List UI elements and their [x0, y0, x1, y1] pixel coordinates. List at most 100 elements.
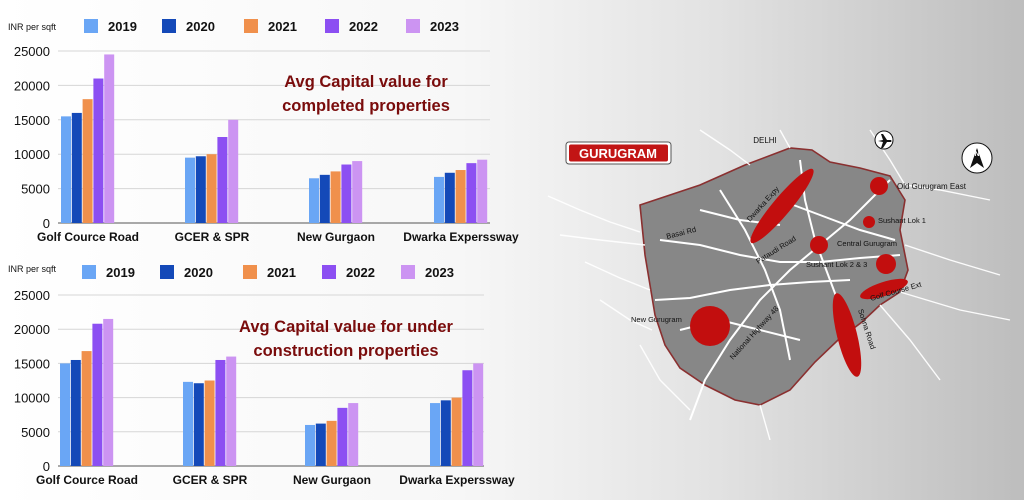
bar-2022-0 [93, 78, 104, 224]
bar-2019-1 [185, 157, 195, 223]
legend-label-2019: 2019 [108, 19, 137, 34]
category-label-3: Dwarka Experssway [399, 473, 515, 487]
y-tick-label-20000: 20000 [14, 78, 50, 93]
hotspots [690, 168, 908, 377]
legend-label-2021: 2021 [268, 19, 297, 34]
bar-2021-3 [451, 397, 462, 466]
bar-2021-1 [206, 154, 217, 223]
chart-title-line-2: completed properties [282, 97, 450, 115]
bar-2020-2 [315, 423, 326, 466]
bar-2019-1 [183, 381, 193, 466]
legend-label-2021: 2021 [267, 265, 296, 280]
y-tick-label-10000: 10000 [14, 147, 50, 162]
label-delhi: DELHI [753, 136, 777, 145]
bar-2020-3 [440, 400, 451, 466]
bar-2021-3 [455, 170, 466, 223]
hotspot-dwarka-expy [750, 168, 814, 244]
legend-label-2020: 2020 [186, 19, 215, 34]
hotspot-new-gurugram [690, 306, 730, 346]
gurugram-badge: GURUGRAM [565, 141, 672, 165]
category-label-3: Dwarka Experssway [403, 230, 519, 244]
legend-label-2022: 2022 [346, 265, 375, 280]
bar-2020-3 [444, 172, 455, 223]
bar-2019-3 [434, 176, 444, 223]
bar-2022-0 [92, 323, 103, 466]
legend-label-2019: 2019 [106, 265, 135, 280]
legend-swatch-2023 [406, 19, 420, 33]
chart-title-line-1: Avg Capital value for [284, 73, 448, 91]
regional-roads [547, 129, 1011, 440]
bar-2019-0 [61, 116, 71, 223]
bar-2021-2 [330, 171, 341, 223]
y-tick-label-5000: 5000 [21, 425, 50, 440]
bar-2019-2 [305, 424, 315, 466]
hotspot-sushant-lok-1 [863, 216, 875, 228]
hotspot-sushant-lok-23 [876, 254, 896, 274]
legend-label-2020: 2020 [184, 265, 213, 280]
legend-swatch-2019 [84, 19, 98, 33]
legend-label-2022: 2022 [349, 19, 378, 34]
compass-letter: N [974, 151, 979, 158]
bar-2019-0 [60, 363, 70, 466]
bar-2023-1 [226, 356, 237, 466]
bar-2022-3 [462, 370, 473, 466]
y-axis-unit-label: INR per sqft [8, 264, 57, 274]
bar-2022-2 [337, 407, 348, 466]
label-old-gurugram-east: Old Gurugram East [897, 182, 967, 191]
label-sushant-lok-23: Sushant Lok 2 & 3 [806, 260, 867, 269]
airplane-icon [874, 130, 894, 150]
y-tick-label-25000: 25000 [14, 288, 50, 303]
bar-2023-2 [352, 161, 363, 223]
bar-2023-2 [348, 403, 359, 466]
legend-swatch-2019 [82, 265, 96, 279]
category-label-1: GCER & SPR [173, 473, 248, 487]
north-arrow-icon: N [961, 142, 993, 174]
bar-2022-3 [466, 163, 477, 223]
bar-2021-2 [326, 420, 337, 466]
y-tick-label-25000: 25000 [14, 44, 50, 59]
bar-2021-0 [81, 351, 92, 466]
bar-2022-1 [215, 359, 226, 466]
y-tick-label-15000: 15000 [14, 113, 50, 128]
bar-2023-0 [104, 54, 115, 223]
category-label-2: New Gurgaon [297, 230, 375, 244]
hotspot-old-gurugram-east [870, 177, 888, 195]
legend-swatch-2020 [162, 19, 176, 33]
hotspot-central-gurugram [810, 236, 828, 254]
gurugram-map: GURUGRAM N DELHI Old Gurugram East Susha… [547, 129, 1011, 440]
bar-2023-3 [477, 159, 488, 223]
y-tick-label-15000: 15000 [14, 356, 50, 371]
legend-label-2023: 2023 [430, 19, 459, 34]
legend-swatch-2023 [401, 265, 415, 279]
bar-2020-1 [195, 156, 206, 223]
y-tick-label-0: 0 [43, 459, 50, 474]
bar-2022-1 [217, 137, 228, 223]
bar-2023-1 [228, 119, 239, 223]
y-tick-label-20000: 20000 [14, 322, 50, 337]
bar-2020-1 [193, 383, 204, 466]
y-tick-label-0: 0 [43, 216, 50, 231]
bar-2019-3 [430, 403, 440, 466]
under-construction-chart: INR per sqft 2019 2020 2021 2022 2023 0 5000 100… [8, 264, 515, 487]
completed-properties-chart: INR per sqft 2019 2020 2021 2022 2023 0 5000 100… [8, 19, 519, 244]
category-label-2: New Gurgaon [293, 473, 371, 487]
category-label-0: Golf Cource Road [37, 230, 139, 244]
legend-swatch-2020 [160, 265, 174, 279]
bar-2022-2 [341, 164, 352, 223]
label-new-gurugram: New Gurugram [631, 315, 682, 324]
bar-2020-0 [71, 112, 82, 223]
legend-swatch-2022 [322, 265, 336, 279]
legend-swatch-2021 [244, 19, 258, 33]
bar-2020-2 [319, 174, 330, 223]
bar-2021-0 [82, 99, 93, 223]
legend-swatch-2022 [325, 19, 339, 33]
label-sushant-lok-1: Sushant Lok 1 [878, 216, 926, 225]
legend-swatch-2021 [243, 265, 257, 279]
chart-title-line-2: construction properties [253, 342, 438, 360]
bar-2023-3 [473, 363, 484, 466]
bar-2023-0 [103, 318, 114, 466]
category-label-1: GCER & SPR [175, 230, 250, 244]
bar-2020-0 [70, 359, 81, 466]
hotspot-sohna-road [832, 293, 862, 377]
gurugram-badge-text: GURUGRAM [579, 146, 657, 161]
